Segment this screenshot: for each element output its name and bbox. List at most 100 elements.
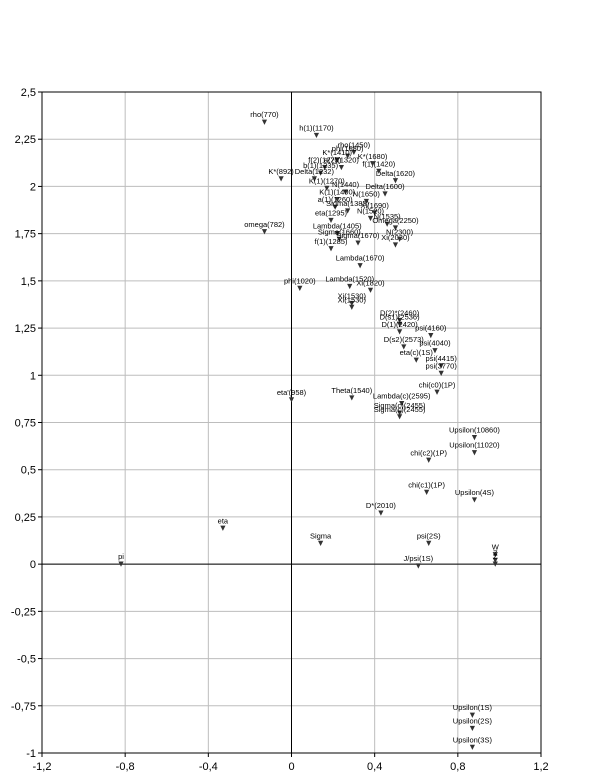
data-point: Delta(1600) — [365, 182, 405, 197]
point-label: Theta(1540) — [331, 386, 372, 395]
point-label: omega(782) — [244, 220, 285, 229]
data-point: Delta(1232) — [295, 167, 334, 182]
point-marker — [318, 170, 324, 176]
data-point: Sigma(c)(2455) — [374, 401, 426, 416]
point-marker — [278, 176, 284, 182]
point-marker — [355, 240, 361, 246]
point-marker — [118, 561, 124, 567]
data-point: N(1440) — [332, 180, 360, 195]
data-point: Xi(1530) — [338, 295, 367, 310]
point-marker — [376, 168, 382, 174]
point-marker — [349, 300, 355, 307]
y-tick-label: 2 — [30, 181, 36, 193]
point-label: N(2300) — [386, 227, 414, 236]
y-tick-label: 2,5 — [21, 87, 36, 99]
point-label: psi(4160) — [415, 324, 447, 333]
cluster-points: rho(1450)phi(1680)K*(1410)f(2)(1270)a(2)… — [295, 140, 419, 248]
point-label: eta(c)(1S) — [400, 348, 434, 357]
point-marker — [334, 197, 340, 203]
data-point: J/psi(1S) — [404, 554, 434, 569]
point-label: J/psi(1S) — [404, 554, 434, 563]
data-point: K(1)(1270) — [309, 176, 345, 191]
data-point: psi(4160) — [415, 324, 447, 339]
point-label: Z — [493, 552, 498, 561]
point-marker — [324, 185, 330, 191]
point-marker — [401, 344, 407, 350]
data-points: rho(770) h(1)(1170) K*(892) omega(782) eta(1… — [118, 110, 500, 750]
y-tick-label: 1 — [30, 370, 36, 382]
point-marker — [426, 457, 432, 463]
point-label: Lambda(1405) — [313, 222, 362, 231]
point-label: chi(c1)(1P) — [408, 480, 445, 489]
data-point: D(2)*(2460) — [380, 309, 420, 324]
point-marker — [392, 225, 399, 231]
data-point: f(1)(1420) — [362, 159, 396, 174]
data-point: Xi(1530) — [338, 292, 367, 307]
point-label: psi(3770) — [426, 361, 458, 370]
point-label: Xi(1530) — [338, 292, 367, 301]
data-point: psi(2S) — [417, 531, 441, 546]
y-tick-label: 1,25 — [15, 323, 36, 335]
point-marker — [397, 414, 403, 420]
data-point: psi(3770) — [426, 361, 458, 376]
point-label: rho(1450) — [338, 140, 371, 149]
point-marker — [378, 510, 384, 516]
y-tick-label: 0,5 — [21, 465, 36, 477]
point-label: K*(892) — [268, 167, 294, 176]
point-marker — [397, 321, 403, 327]
point-marker — [288, 397, 295, 403]
point-marker — [313, 132, 320, 139]
data-point: D*(2010) — [366, 501, 397, 516]
data-point: Xi(1690) — [360, 201, 389, 216]
data-point: Lambda(1405) — [313, 222, 362, 237]
point-marker — [426, 540, 432, 546]
point-marker — [397, 410, 403, 416]
data-point: chi(c0)(1P) — [419, 380, 456, 395]
data-point: eta'(958) — [277, 388, 307, 403]
point-marker — [261, 229, 268, 235]
data-point: chi(c2)(1P) — [410, 448, 448, 463]
data-point: Sigma(1660) — [318, 227, 361, 242]
point-marker — [342, 189, 349, 195]
data-point: Lambda(1670) — [336, 254, 385, 269]
point-label: Sigma(c)(2455) — [374, 405, 426, 414]
point-label: Xi(1530) — [338, 295, 367, 304]
data-point: K*(1680) — [358, 152, 388, 167]
point-label: psi(2S) — [417, 531, 441, 540]
point-label: Delta(1620) — [376, 169, 416, 178]
point-label: phi(1680) — [332, 144, 364, 153]
data-point: phi(1020) — [284, 276, 316, 292]
data-point: psi(4415) — [426, 354, 458, 369]
data-point: b(1)(1235) — [303, 161, 339, 176]
data-point: omega(782) — [244, 220, 285, 235]
data-point: eta(c)(1S) — [400, 348, 434, 363]
point-label: f(1)(1285) — [315, 237, 348, 246]
point-marker — [369, 161, 376, 167]
data-point: Lambda(1520) — [325, 275, 375, 290]
point-marker — [328, 246, 334, 252]
point-marker — [399, 401, 405, 407]
data-point: Upsilon(10860) — [449, 426, 500, 441]
point-marker — [332, 204, 338, 210]
point-marker — [336, 236, 342, 242]
tick-labels: 2,5 2,25 2 1,75 1,5 1,25 1 0,75 0,5 0,25 0 -0,25 -0,… — [11, 87, 549, 773]
data-point: D(s1)(2536) — [380, 312, 420, 327]
point-label: D(1)(2420) — [381, 320, 418, 329]
point-label: psi(4415) — [426, 354, 458, 363]
point-marker — [492, 561, 498, 567]
y-tick-label: 0,25 — [15, 512, 36, 524]
data-point: Sigma(1670) — [337, 231, 380, 246]
point-marker — [220, 525, 226, 531]
data-point: Omega(2250) — [372, 216, 419, 231]
x-tick-label: 1,2 — [533, 761, 548, 773]
point-marker — [492, 552, 498, 558]
point-label: Omega(2250) — [372, 216, 419, 225]
data-point: phi(1680) — [332, 144, 364, 159]
point-label: D*(2010) — [366, 501, 397, 510]
point-marker — [392, 242, 399, 248]
point-label: eta'(958) — [277, 388, 307, 397]
point-label: pi — [118, 552, 124, 561]
x-tick-label: -0,8 — [116, 761, 135, 773]
data-point: Sigma — [310, 531, 332, 546]
